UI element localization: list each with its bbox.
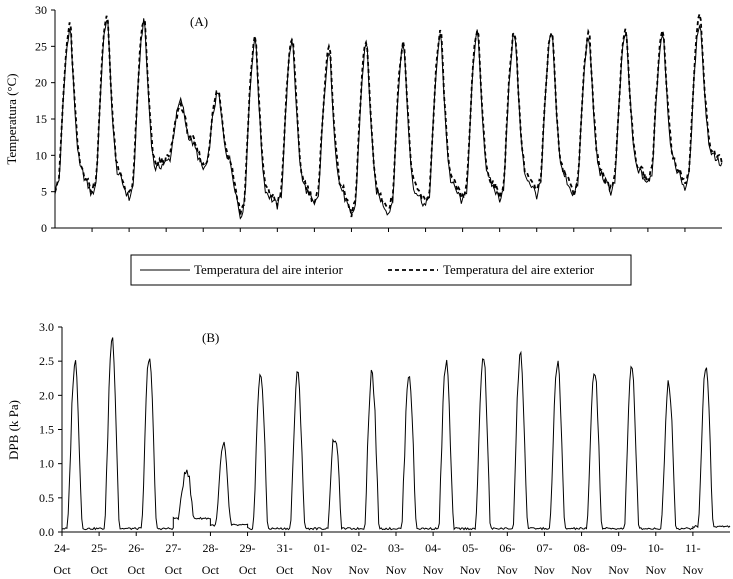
panel-b-x-tick-label-month: Nov [683,563,704,577]
panel-b-x-tick-label-day: 06- [499,541,515,555]
panel-b-x-tick-label-day: 24- [54,541,70,555]
panel-a-y-ticks: 0 5 10 15 20 25 30 [35,3,55,235]
panel-a-y-tick-label: 20 [35,76,47,90]
panel-a-y-tick-label: 30 [35,3,47,17]
panel-b-y-tick-label: 2.0 [39,388,54,402]
panel-b-x-tick-label-day: 31- [277,541,293,555]
panel-b-x-tick-label-month: Oct [276,563,294,577]
panel-b-y-tick-label: 2.5 [39,354,54,368]
panel-b-x-tick-label-month: Nov [423,563,444,577]
panel-b-x-tick-label-day: 28- [202,541,218,555]
panel-a-y-tick-label: 0 [41,221,47,235]
panel-a-x-ticks [91,228,686,232]
panel-b-x-tick-label-month: Oct [239,563,257,577]
legend-box [130,254,632,286]
panel-b-x-ticks: 24- Oct 25- Oct 26- Oct 27- Oct 28- Oct 29- Oct 31- O… [53,532,703,577]
panel-b-x-tick-label-day: 29- [240,541,256,555]
panel-b-x-tick-label-day: 25- [91,541,107,555]
panel-b-y-tick-label: 0.0 [39,525,54,539]
panel-b-x-tick-label-day: 27- [165,541,181,555]
panel-b-y-tick-label: 1.5 [39,423,54,437]
panel-a-y-tick-label: 10 [35,148,47,162]
panel-b-x-tick-label-month: Nov [571,563,592,577]
series-dpb [61,337,731,531]
panel-b-x-tick-label-day: 04- [425,541,441,555]
panel-b-x-tick-label-day: 11- [685,541,701,555]
panel-b-x-tick-label-month: Oct [53,563,71,577]
panel-b-x-tick-label-day: 05- [462,541,478,555]
panel-a: 0 5 10 15 20 25 30 (A) Temperatura (°C) [4,3,723,235]
panel-b-x-tick-label-month: Nov [311,563,332,577]
panel-b-x-tick-label-day: 08- [574,541,590,555]
panel-b-x-tick-label-day: 07- [536,541,552,555]
panel-a-y-tick-label: 5 [41,185,47,199]
panel-b-ylabel: DPB (k Pa) [6,400,21,460]
panel-b-x-tick-label-month: Nov [349,563,370,577]
panel-a-tag: (A) [190,14,208,29]
panel-a-ylabel: Temperatura (°C) [4,73,19,164]
panel-b-x-tick-label-day: 26- [128,541,144,555]
panel-b-x-tick-label-month: Oct [165,563,183,577]
panel-b-tag: (B) [202,330,219,345]
panel-b-x-tick-label-month: Oct [202,563,220,577]
legend-label-interior: Temperatura del aire interior [194,262,344,277]
panel-a-y-tick-label: 25 [35,39,47,53]
legend: Temperatura del aire interior Temperatur… [130,254,632,286]
panel-b-x-tick-label-month: Nov [645,563,666,577]
panel-b-x-tick-label-day: 09- [611,541,627,555]
legend-label-exterior: Temperatura del aire exterior [443,262,595,277]
panel-b-y-ticks: 0.0 0.5 1.0 1.5 2.0 2.5 3.0 [39,320,62,539]
panel-a-y-tick-label: 15 [35,112,47,126]
panel-b: 0.0 0.5 1.0 1.5 2.0 2.5 3.0 24- Oct 25- Oct 26- Oct… [6,320,731,577]
panel-b-y-tick-label: 1.0 [39,457,54,471]
series-temperatura-exterior [54,10,723,218]
panel-b-x-tick-label-day: 03- [388,541,404,555]
panel-b-x-tick-label-day: 02- [351,541,367,555]
panel-b-x-tick-label-month: Nov [534,563,555,577]
panel-b-x-tick-label-month: Oct [128,563,146,577]
series-temperatura-interior [54,18,723,220]
panel-b-y-tick-label: 0.5 [39,491,54,505]
panel-b-x-tick-label-month: Oct [90,563,108,577]
panel-b-x-tick-label-month: Nov [608,563,629,577]
panel-b-x-tick-label-day: 10- [648,541,664,555]
panel-b-x-tick-label-month: Nov [386,563,407,577]
panel-b-y-tick-label: 3.0 [39,320,54,334]
panel-b-x-tick-label-month: Nov [460,563,481,577]
panel-b-x-tick-label-day: 01- [314,541,330,555]
panel-b-x-tick-label-month: Nov [497,563,518,577]
